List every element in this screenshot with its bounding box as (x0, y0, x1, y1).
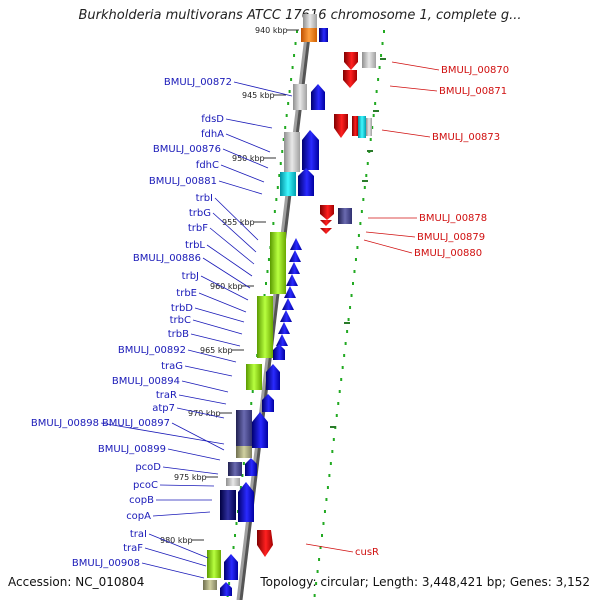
forward-gene-arrow[interactable] (238, 482, 254, 522)
gene-label-left[interactable]: trbF (188, 223, 208, 234)
reverse-gene-arrow[interactable] (320, 220, 332, 226)
gene-block-cyan[interactable] (358, 116, 366, 138)
gene-block-lime[interactable] (207, 550, 221, 578)
gene-label-left[interactable]: trbE (176, 288, 197, 299)
gene-label-left[interactable]: traI (130, 529, 147, 540)
gene-label-left[interactable]: fdsD (201, 114, 224, 125)
gene-block-orange[interactable] (301, 28, 317, 42)
scale-tick-label: 975 kbp (174, 473, 207, 482)
gene-label-right[interactable]: BMULJ_00870 (441, 65, 509, 76)
gene-label-left[interactable]: fdhC (196, 160, 219, 171)
dotted-guide-right (313, 30, 386, 597)
scale-tick-label: 960 kbp (210, 282, 243, 291)
scale-tick-label: 980 kbp (160, 536, 193, 545)
forward-gene-arrow[interactable] (245, 458, 257, 476)
accession-text: Accession: NC_010804 (8, 575, 145, 589)
gene-block-purple[interactable] (228, 462, 242, 476)
gene-block-grey[interactable] (226, 478, 240, 486)
gene-block-purple[interactable] (236, 410, 252, 446)
gene-label-left[interactable]: BMULJ_00897 (102, 418, 170, 429)
gene-label-left[interactable]: BMULJ_00894 (112, 376, 180, 387)
scale-tick-label: 945 kbp (242, 91, 275, 100)
forward-gene-arrow[interactable] (302, 130, 319, 170)
gene-block-lime[interactable] (246, 364, 262, 390)
leader-lines (100, 61, 440, 579)
gene-label-left[interactable]: BMULJ_00876 (153, 144, 221, 155)
gene-label-right[interactable]: BMULJ_00880 (414, 248, 482, 259)
gene-label-left[interactable]: pcoC (133, 480, 158, 491)
gene-label-left[interactable]: traF (123, 543, 143, 554)
gene-block-lime[interactable] (257, 296, 273, 358)
gene-label-left[interactable]: trbI (196, 193, 213, 204)
gene-label-right[interactable]: BMULJ_00878 (419, 213, 487, 224)
forward-gene-arrow[interactable] (319, 28, 328, 42)
gene-label-left[interactable]: traG (161, 361, 183, 372)
forward-gene-arrow[interactable] (252, 412, 268, 448)
gene-block-grey[interactable] (284, 132, 300, 172)
gene-label-left[interactable]: BMULJ_00872 (164, 77, 232, 88)
gene-label-left[interactable]: BMULJ_00886 (133, 253, 201, 264)
gene-block-grey[interactable] (293, 84, 307, 110)
topology-text: Topology: circular; Length: 3,448,421 bp… (260, 575, 590, 589)
forward-gene-arrow[interactable] (311, 84, 325, 110)
gene-label-left[interactable]: copB (129, 495, 154, 506)
scale-tick-label: 965 kbp (200, 346, 233, 355)
gene-label-left[interactable]: trbL (185, 240, 205, 251)
gene-block-grey-top[interactable] (303, 14, 317, 28)
gene-label-left[interactable]: trbJ (182, 271, 199, 282)
gene-label-left[interactable]: trbG (189, 208, 211, 219)
map-title: Burkholderia multivorans ATCC 17616 chro… (78, 8, 522, 23)
right-gene-labels: BMULJ_00870 BMULJ_00871 BMULJ_00873 BMULJ_0… (355, 65, 509, 558)
gene-block-red[interactable] (352, 116, 358, 136)
gene-label-left[interactable]: BMULJ_00892 (118, 345, 186, 356)
gene-label-left[interactable]: trbB (168, 329, 189, 340)
gene-label-right[interactable]: BMULJ_00879 (417, 232, 485, 243)
gene-label-left[interactable]: fdhA (201, 129, 224, 140)
gene-block-lime[interactable] (270, 232, 286, 294)
gene-label-left[interactable]: traR (156, 390, 177, 401)
gene-label-left[interactable]: trbC (170, 315, 191, 326)
gene-block-olive[interactable] (236, 446, 252, 458)
scale-tick-label: 955 kbp (222, 218, 255, 227)
reverse-gene-arrow[interactable] (344, 52, 358, 70)
reverse-gene-arrow[interactable] (343, 70, 357, 88)
gene-label-right[interactable]: BMULJ_00873 (432, 132, 500, 143)
forward-gene-arrow[interactable] (298, 168, 314, 196)
reverse-gene-arrow[interactable] (320, 205, 334, 220)
reverse-gene-arrow[interactable] (257, 530, 273, 557)
scale-tick-label: 950 kbp (232, 154, 265, 163)
gene-label-left[interactable]: BMULJ_00908 (72, 558, 140, 569)
gene-block-purple[interactable] (338, 208, 352, 224)
gene-block-grey[interactable] (366, 118, 372, 136)
gene-label-left[interactable]: trbD (171, 303, 193, 314)
reverse-gene-arrow[interactable] (320, 228, 332, 234)
gene-label-left[interactable]: BMULJ_00898 (31, 418, 99, 429)
gene-block-cyan[interactable] (280, 172, 296, 196)
scale-tick-label: 940 kbp (255, 26, 288, 35)
reverse-gene-arrow[interactable] (334, 114, 348, 138)
forward-gene-arrow[interactable] (224, 554, 238, 580)
gene-label-left[interactable]: copA (126, 511, 151, 522)
gene-label-left[interactable]: BMULJ_00881 (149, 176, 217, 187)
gene-block-olive[interactable] (203, 580, 217, 590)
gene-label-right[interactable]: cusR (355, 547, 379, 558)
gene-block-grey[interactable] (362, 52, 376, 68)
gene-label-left[interactable]: atp7 (152, 403, 175, 414)
forward-gene-arrow[interactable] (220, 582, 232, 596)
left-gene-labels: BMULJ_00872 fdsD fdhA BMULJ_00876 fdhC BMULJ_… (31, 77, 232, 569)
gene-block-navy[interactable] (220, 490, 236, 520)
gene-label-left[interactable]: BMULJ_00899 (98, 444, 166, 455)
gene-label-left[interactable]: pcoD (135, 462, 161, 473)
gene-label-right[interactable]: BMULJ_00871 (439, 86, 507, 97)
forward-gene-arrow-stack[interactable] (262, 238, 302, 412)
